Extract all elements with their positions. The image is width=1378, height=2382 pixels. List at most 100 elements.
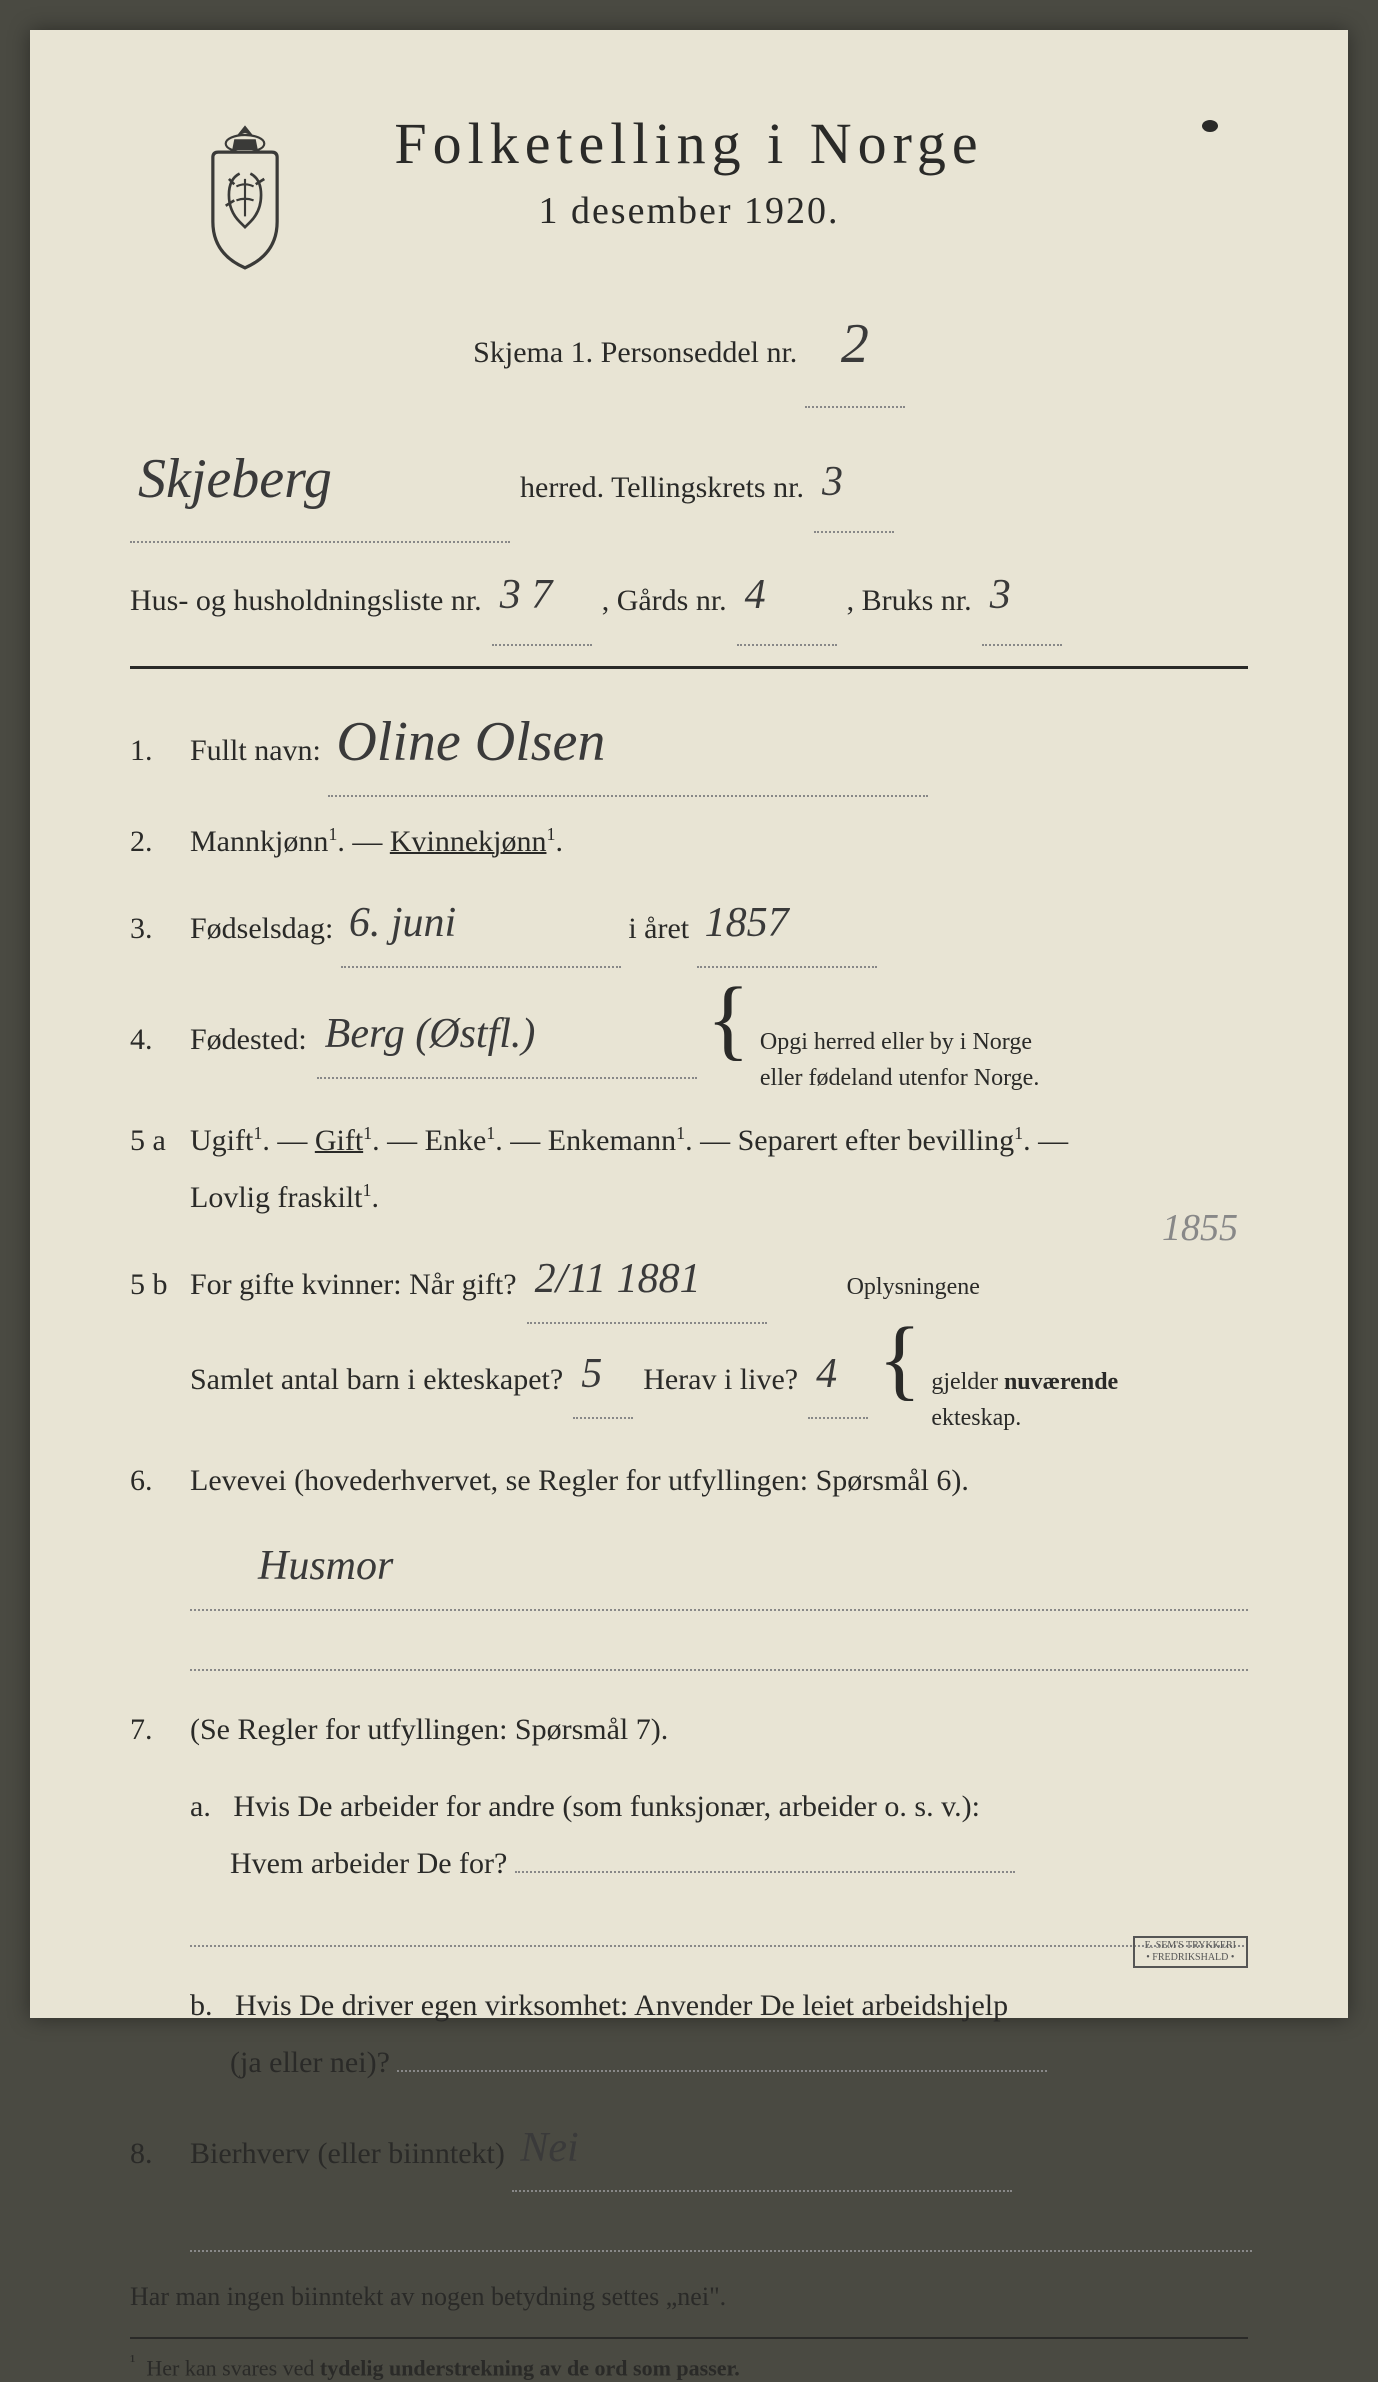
stamp-line2: • FREDRIKSHALD • xyxy=(1146,1952,1234,1963)
hus-label: Hus- og husholdningsliste nr. xyxy=(130,568,482,634)
footnote-marker: ¹ xyxy=(130,2351,135,2371)
brace-icon-2: { xyxy=(878,1324,921,1396)
q1-num: 1. xyxy=(130,734,190,768)
q5b-label2: Samlet antal barn i ekteskapet? xyxy=(190,1351,563,1408)
q7b-text2: (ja eller nei)? xyxy=(230,2046,390,2079)
q7a-text2: Hvem arbeider De for? xyxy=(230,1847,507,1880)
q2-suffix: . xyxy=(555,825,563,858)
q7b-label: b. xyxy=(190,1989,213,2022)
hus-nr-field: 3 7 xyxy=(492,551,592,645)
q5b-when: 2/11 1881 xyxy=(535,1240,701,1320)
q5b-label1: For gifte kvinner: Når gift? xyxy=(190,1256,517,1313)
q5b-bold: nuværende xyxy=(1004,1369,1118,1395)
q5a-num: 5 a xyxy=(130,1124,190,1158)
divider-1 xyxy=(130,666,1248,669)
q2-kvinne: Kvinnekjønn xyxy=(390,825,547,858)
q4-side2: eller fødeland utenfor Norge. xyxy=(760,1065,1039,1091)
footer-instruction: Har man ingen biinntekt av nogen betydni… xyxy=(130,2282,1248,2312)
gards-nr: 4 xyxy=(745,549,766,641)
q3-year: 1857 xyxy=(705,884,789,964)
herred-row: Skjeberg herred. Tellingskrets nr. 3 xyxy=(130,418,1248,543)
q1-value: Oline Olsen xyxy=(336,711,605,773)
q6-num: 6. xyxy=(130,1464,190,1498)
q1-field: Oline Olsen xyxy=(328,689,928,797)
q4-label: Fødested: xyxy=(190,1011,307,1068)
tellingskrets-nr: 3 xyxy=(822,436,843,528)
q6-field-2 xyxy=(190,1641,1248,1671)
q8-field: Nei xyxy=(512,2111,1012,2193)
q6-label: Levevei (hovederhvervet, se Regler for u… xyxy=(190,1464,969,1497)
q5b-barn: 5 xyxy=(581,1335,602,1415)
q4-num: 4. xyxy=(130,1023,190,1057)
q5b-live-field: 4 xyxy=(808,1337,868,1419)
personseddel-nr: 2 xyxy=(841,313,869,375)
form-header: Folketelling i Norge 1 desember 1920. xyxy=(130,110,1248,233)
q5a-gift: Gift xyxy=(315,1124,363,1157)
hus-nr: 3 7 xyxy=(500,549,553,641)
q8-num: 8. xyxy=(130,2137,190,2171)
q7b-text1: Hvis De driver egen virksomhet: Anvender… xyxy=(235,1989,1008,2022)
sup-5a4: 1 xyxy=(676,1123,685,1143)
q5b-live: 4 xyxy=(816,1335,837,1415)
sup-1: 1 xyxy=(328,824,337,844)
q5b-side1: Oplysningene xyxy=(847,1269,980,1305)
sup-5a2: 1 xyxy=(363,1123,372,1143)
q7b: b. Hvis De driver egen virksomhet: Anven… xyxy=(190,1977,1248,2091)
q5b-side-note: gjelder nuværende ekteskap. xyxy=(931,1364,1118,1436)
q3-year-label: i året xyxy=(628,912,689,945)
q3-year-field: 1857 xyxy=(697,886,877,968)
skjema-row: Skjema 1. Personseddel nr. 2 xyxy=(130,283,1248,408)
q6-field: Husmor xyxy=(190,1529,1248,1611)
q5b-barn-field: 5 xyxy=(573,1337,633,1419)
herred-name: Skjeberg xyxy=(138,448,332,510)
coat-of-arms-icon xyxy=(190,120,300,270)
q7a: a. Hvis De arbeider for andre (som funks… xyxy=(190,1778,1248,1892)
q4-side-note: Opgi herred eller by i Norge eller fødel… xyxy=(760,1024,1039,1096)
footnote-bold: tydelig understrekning av de ord som pas… xyxy=(320,2356,740,2381)
q5b-margin-note: 1855 xyxy=(1162,1192,1238,1264)
question-2: 2. Mannkjønn1. — Kvinnekjønn1. xyxy=(130,813,1248,870)
printer-stamp: E. SEM'S TRYKKERI • FREDRIKSHALD • xyxy=(1133,1936,1248,1968)
q5b-side3: ekteskap. xyxy=(931,1405,1021,1431)
bruks-nr-field: 3 xyxy=(982,551,1062,645)
sup-5a5: 1 xyxy=(1014,1123,1023,1143)
q7b-field xyxy=(397,2047,1047,2072)
q7a-field-2 xyxy=(190,1922,1248,1947)
q7a-field xyxy=(515,1848,1015,1873)
q6-value: Husmor xyxy=(258,1527,393,1607)
q8-value: Nei xyxy=(520,2109,578,2189)
q3-num: 3. xyxy=(130,912,190,946)
q5b-side2: gjelder xyxy=(931,1369,998,1395)
q1-label: Fullt navn: xyxy=(190,734,321,767)
q8-label: Bierhverv (eller biinntekt) xyxy=(190,2137,505,2170)
q7-num: 7. xyxy=(130,1713,190,1747)
q4-value: Berg (Østfl.) xyxy=(325,995,536,1075)
personseddel-nr-field: 2 xyxy=(805,283,905,408)
question-6: 6. Levevei (hovederhvervet, se Regler fo… xyxy=(130,1452,1248,1671)
sup-5a3: 1 xyxy=(486,1123,495,1143)
q8-field-2 xyxy=(190,2227,1252,2252)
q5a-enkemann: Enkemann xyxy=(548,1124,676,1157)
q3-label: Fødselsdag: xyxy=(190,912,333,945)
q5a-enke: Enke xyxy=(425,1124,487,1157)
question-3: 3. Fødselsdag: 6. juni i året 1857 xyxy=(130,886,1248,968)
census-form-page: Folketelling i Norge 1 desember 1920. Sk… xyxy=(30,30,1348,2018)
question-5b: 5 b 1855 For gifte kvinner: Når gift? 2/… xyxy=(130,1242,1248,1436)
q3-day: 6. juni xyxy=(349,884,456,964)
q5b-num: 5 b xyxy=(130,1268,190,1302)
q7-label: (Se Regler for utfyllingen: Spørsmål 7). xyxy=(190,1713,668,1746)
sup-5a1: 1 xyxy=(253,1123,262,1143)
question-8: 8. Bierhverv (eller biinntekt) Nei xyxy=(130,2111,1248,2193)
q5a-separert: Separert efter bevilling xyxy=(738,1124,1015,1157)
footer-divider xyxy=(130,2337,1248,2339)
q2-mann: Mannkjønn xyxy=(190,825,328,858)
q7a-label: a. xyxy=(190,1790,211,1823)
q5b-gift-field: 2/11 1881 xyxy=(527,1242,767,1324)
tellingskrets-field: 3 xyxy=(814,438,894,532)
gards-nr-field: 4 xyxy=(737,551,837,645)
q7a-text1: Hvis De arbeider for andre (som funksjon… xyxy=(233,1790,980,1823)
q4-side1: Opgi herred eller by i Norge xyxy=(760,1029,1032,1055)
q5a-ugift: Ugift xyxy=(190,1124,253,1157)
stamp-line1: E. SEM'S TRYKKERI xyxy=(1145,1940,1236,1951)
herred-field: Skjeberg xyxy=(130,418,510,543)
